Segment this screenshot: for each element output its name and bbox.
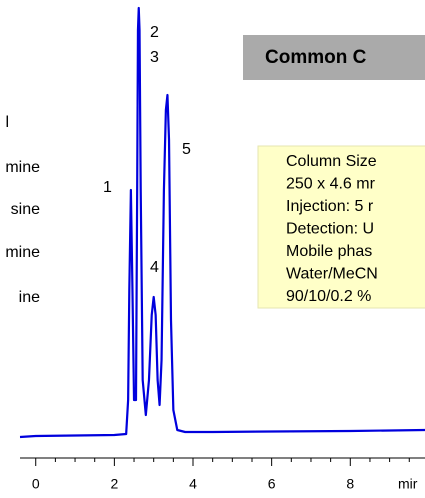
trace [19, 6, 425, 439]
x-axis-label: mir [398, 476, 418, 492]
x-tick-label: 8 [346, 476, 354, 492]
title-box [243, 35, 425, 80]
x-tick-label: 2 [110, 476, 118, 492]
compound-name: mine [5, 244, 40, 261]
x-tick-label: 4 [189, 476, 197, 492]
box-title: Common C [265, 47, 367, 68]
condition-line: Water/MeCN [286, 266, 378, 283]
peak-label: 3 [150, 49, 159, 66]
compound-name: sine [11, 201, 40, 218]
condition-line: 250 x 4.6 mr [286, 176, 376, 193]
conditions-box [257, 145, 425, 309]
condition-line: Injection: 5 r [286, 198, 374, 215]
peak-label: 5 [182, 141, 191, 158]
condition-line: 90/10/0.2 % [286, 288, 371, 305]
peak-label: 1 [103, 179, 112, 196]
compound-name: l [5, 114, 9, 131]
condition-line: Mobile phas [286, 243, 372, 260]
compound-name: ine [19, 289, 40, 306]
x-tick-label: 0 [32, 476, 40, 492]
condition-line: Column Size [286, 153, 377, 170]
condition-line: Detection: U [286, 221, 374, 238]
compound-name: mine [5, 159, 40, 176]
peak-label: 4 [150, 259, 159, 276]
peak-label: 2 [150, 24, 159, 41]
x-tick-label: 6 [268, 476, 276, 492]
